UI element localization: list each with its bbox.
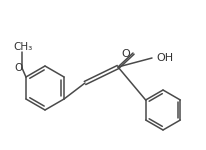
Text: CH₃: CH₃ (13, 42, 33, 52)
Text: OH: OH (155, 53, 172, 63)
Text: O: O (15, 63, 23, 73)
Text: O: O (121, 49, 129, 59)
